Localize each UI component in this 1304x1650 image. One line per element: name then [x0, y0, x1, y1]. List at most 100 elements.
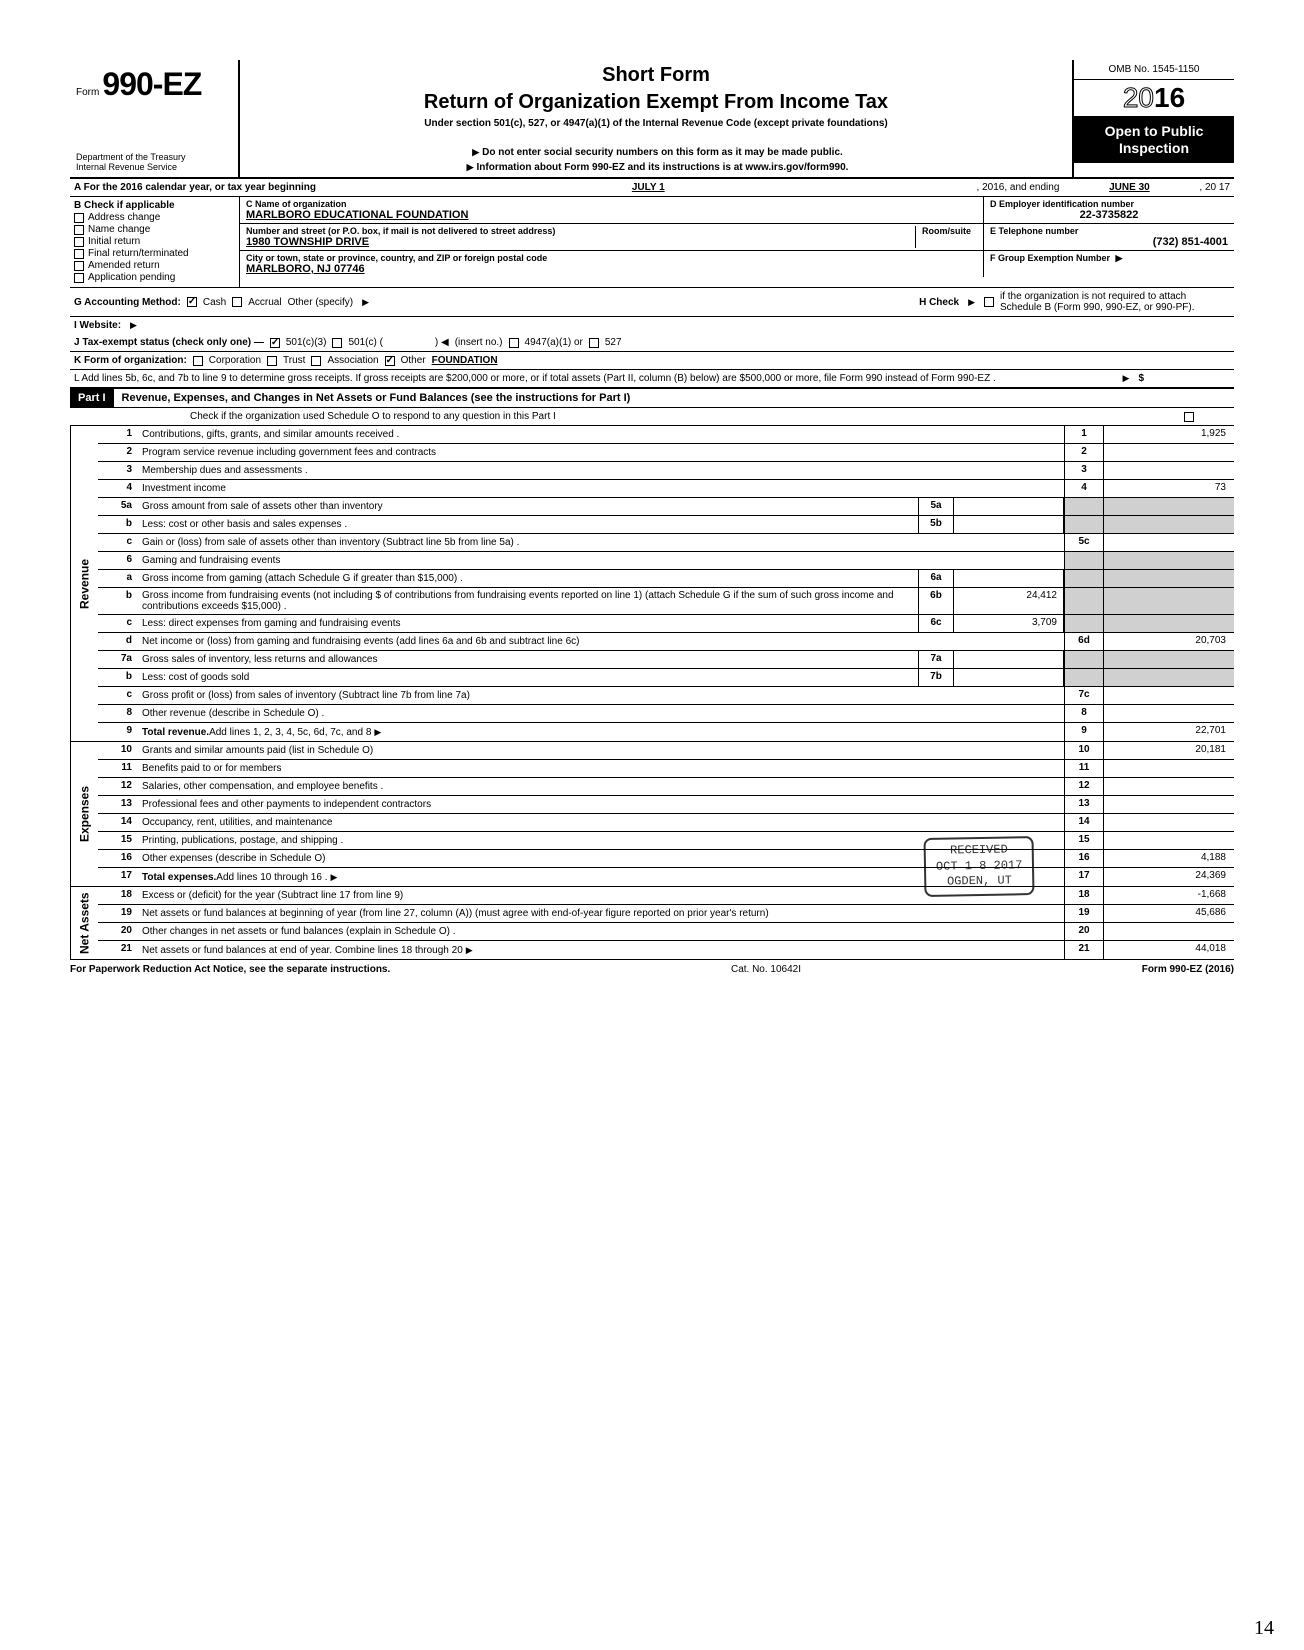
g-label: G Accounting Method:	[74, 297, 181, 308]
chk-name-change[interactable]: Name change	[74, 224, 235, 235]
amount	[1104, 534, 1234, 551]
box-number: 9	[1064, 723, 1104, 741]
line-item: cLess: direct expenses from gaming and f…	[98, 615, 1234, 633]
box-number: 7c	[1064, 687, 1104, 704]
chk-cash[interactable]	[187, 297, 197, 307]
ein-cell: D Employer identification number 22-3735…	[984, 197, 1234, 223]
section-cde: C Name of organization MARLBORO EDUCATIO…	[240, 197, 1234, 287]
line-description: Gross income from fundraising events (no…	[138, 588, 918, 614]
chk-501c[interactable]	[332, 338, 342, 348]
period-mid: , 2016, and ending	[977, 182, 1060, 193]
chk-initial-return[interactable]: Initial return	[74, 236, 235, 247]
ssn-warning: Do not enter social security numbers on …	[250, 147, 1062, 158]
schedule-o-row: Check if the organization used Schedule …	[70, 408, 1234, 426]
amount-shaded	[1104, 588, 1234, 614]
chk-corporation[interactable]	[193, 356, 203, 366]
corp-label: Corporation	[209, 355, 261, 366]
city-value: MARLBORO, NJ 07746	[246, 263, 977, 275]
line-item: 2Program service revenue including gover…	[98, 444, 1234, 462]
line-number: 2	[98, 444, 138, 461]
chk-final-return[interactable]: Final return/terminated	[74, 248, 235, 259]
chk-application-pending[interactable]: Application pending	[74, 272, 235, 283]
line-number: c	[98, 615, 138, 632]
line-item: 13Professional fees and other payments t…	[98, 796, 1234, 814]
omb-number: OMB No. 1545-1150	[1074, 60, 1234, 80]
line-number: 19	[98, 905, 138, 922]
mid-box-number: 7a	[918, 651, 954, 668]
line-description: Grants and similar amounts paid (list in…	[138, 742, 1064, 759]
box-number: 1	[1064, 426, 1104, 443]
line-description: Less: cost or other basis and sales expe…	[138, 516, 918, 533]
street-cell: Number and street (or P.O. box, if mail …	[240, 224, 984, 250]
chk-schedule-o[interactable]	[1184, 412, 1194, 422]
4947-label: 4947(a)(1) or	[525, 337, 583, 348]
line-description: Gross amount from sale of assets other t…	[138, 498, 918, 515]
amount: 4,188	[1104, 850, 1234, 867]
amount-shaded	[1104, 615, 1234, 632]
line-number: 12	[98, 778, 138, 795]
line-description: Contributions, gifts, grants, and simila…	[138, 426, 1064, 443]
other-org-label: Other	[401, 355, 426, 366]
tax-period-row: A For the 2016 calendar year, or tax yea…	[70, 179, 1234, 197]
info-link: Information about Form 990-EZ and its in…	[250, 162, 1062, 173]
line-description: Less: cost of goods sold	[138, 669, 918, 686]
line-description: Gain or (loss) from sale of assets other…	[138, 534, 1064, 551]
form-prefix: Form	[76, 87, 99, 98]
subtitle: Under section 501(c), 527, or 4947(a)(1)…	[250, 118, 1062, 129]
part1-title: Revenue, Expenses, and Changes in Net As…	[114, 389, 639, 407]
box-number: 12	[1064, 778, 1104, 795]
chk-address-change[interactable]: Address change	[74, 212, 235, 223]
527-label: 527	[605, 337, 622, 348]
group-exemption-cell: F Group Exemption Number	[984, 251, 1234, 277]
line-item: 7aGross sales of inventory, less returns…	[98, 651, 1234, 669]
chk-amended-return[interactable]: Amended return	[74, 260, 235, 271]
page-number: 14	[1254, 1617, 1274, 1640]
chk-other-org[interactable]	[385, 356, 395, 366]
chk-schedule-b[interactable]	[984, 297, 994, 307]
phone-cell: E Telephone number (732) 851-4001	[984, 224, 1234, 250]
revenue-lines: 1Contributions, gifts, grants, and simil…	[98, 426, 1234, 741]
line-number: b	[98, 588, 138, 614]
amount	[1104, 760, 1234, 777]
insert-no-label: (insert no.)	[455, 337, 503, 348]
line-item: 3Membership dues and assessments .3	[98, 462, 1234, 480]
form-990ez: Form 990-EZ Department of the Treasury I…	[70, 60, 1234, 979]
501c3-label: 501(c)(3)	[286, 337, 327, 348]
line-number: d	[98, 633, 138, 650]
line-item: 6Gaming and fundraising events	[98, 552, 1234, 570]
room-label: Room/suite	[922, 226, 971, 236]
section-b: B Check if applicable Address change Nam…	[70, 197, 240, 287]
dept-label: Department of the Treasury Internal Reve…	[76, 153, 232, 173]
line-item: dNet income or (loss) from gaming and fu…	[98, 633, 1234, 651]
line-number: 13	[98, 796, 138, 813]
line-number: c	[98, 534, 138, 551]
row-gh: G Accounting Method: Cash Accrual Other …	[70, 288, 1234, 317]
net-asset-lines: 18Excess or (deficit) for the year (Subt…	[98, 887, 1234, 959]
line-number: 3	[98, 462, 138, 479]
received-stamp: RECEIVED OCT 1 8 2017 OGDEN, UT	[923, 836, 1034, 897]
chk-accrual[interactable]	[232, 297, 242, 307]
line-description: Other changes in net assets or fund bala…	[138, 923, 1064, 940]
amount	[1104, 814, 1234, 831]
chk-association[interactable]	[311, 356, 321, 366]
main-title: Return of Organization Exempt From Incom…	[250, 91, 1062, 114]
accrual-label: Accrual	[248, 297, 281, 308]
row-j: J Tax-exempt status (check only one) — 5…	[70, 334, 1234, 352]
box-number-shaded	[1064, 570, 1104, 587]
chk-501c3[interactable]	[270, 338, 280, 348]
expense-lines: 10Grants and similar amounts paid (list …	[98, 742, 1234, 886]
short-form-title: Short Form	[250, 64, 1062, 87]
footer-right: Form 990-EZ (2016)	[1142, 964, 1234, 975]
l-dollar: $	[1138, 373, 1144, 384]
chk-527[interactable]	[589, 338, 599, 348]
line-description: Benefits paid to or for members	[138, 760, 1064, 777]
chk-4947[interactable]	[509, 338, 519, 348]
schedule-o-text: Check if the organization used Schedule …	[190, 411, 556, 422]
mid-amount: 24,412	[954, 588, 1064, 614]
chk-trust[interactable]	[267, 356, 277, 366]
line-number: 14	[98, 814, 138, 831]
k-label: K Form of organization:	[74, 355, 187, 366]
line-item: 5aGross amount from sale of assets other…	[98, 498, 1234, 516]
box-number: 13	[1064, 796, 1104, 813]
amount	[1104, 687, 1234, 704]
